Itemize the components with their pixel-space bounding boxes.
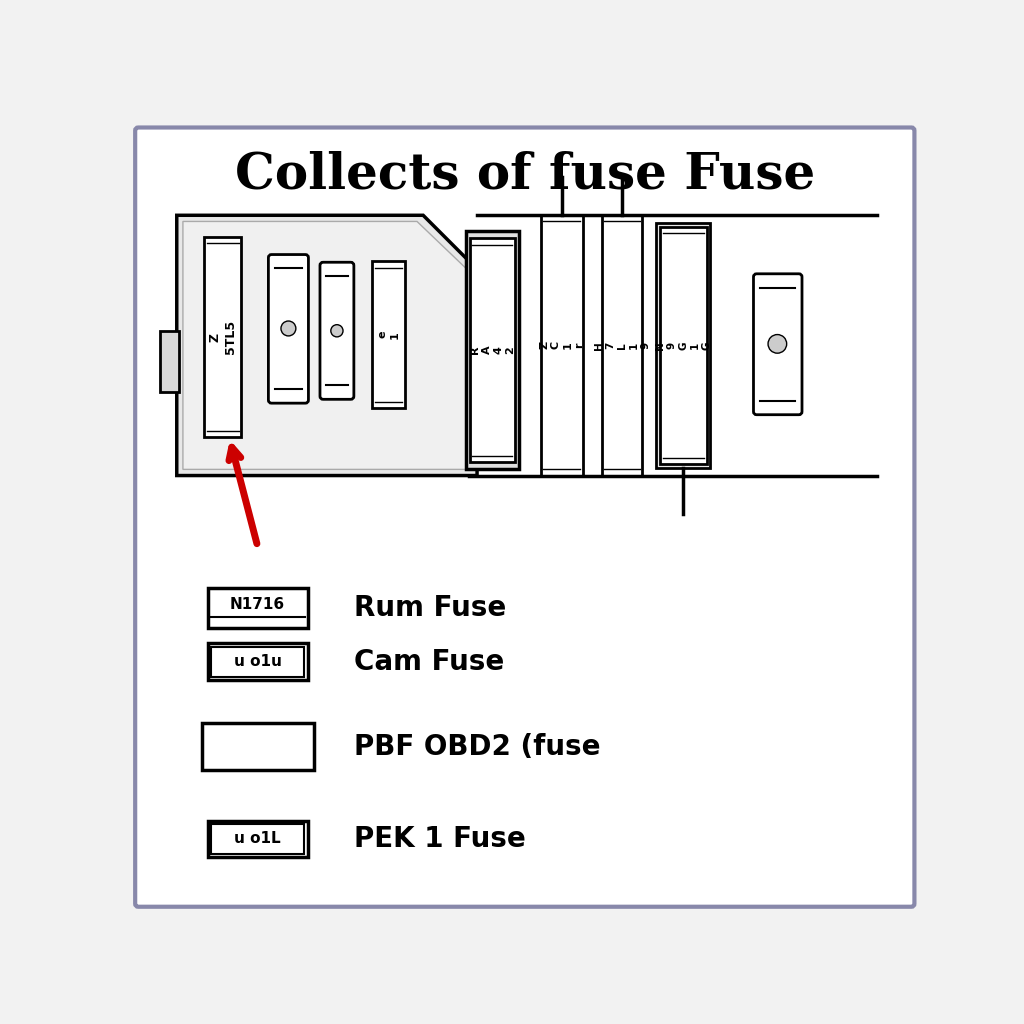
FancyBboxPatch shape xyxy=(754,273,802,415)
Text: Collects of fuse Fuse: Collects of fuse Fuse xyxy=(234,151,815,200)
Bar xyxy=(660,227,707,464)
FancyBboxPatch shape xyxy=(319,262,354,399)
Bar xyxy=(466,230,519,469)
Bar xyxy=(656,223,711,468)
Text: Cam Fuse: Cam Fuse xyxy=(354,648,504,676)
Bar xyxy=(602,215,642,475)
Text: e
1: e 1 xyxy=(378,331,399,339)
Polygon shape xyxy=(183,221,471,469)
FancyBboxPatch shape xyxy=(135,128,914,906)
Bar xyxy=(202,723,313,770)
Text: PBF OBD2 (fuse: PBF OBD2 (fuse xyxy=(354,732,600,761)
Text: R
A
4
2: R A 4 2 xyxy=(470,346,515,354)
Text: u o1L: u o1L xyxy=(234,831,281,847)
Bar xyxy=(160,331,179,392)
Bar xyxy=(211,824,304,854)
Text: Rum Fuse: Rum Fuse xyxy=(354,594,506,622)
Bar xyxy=(205,237,242,437)
Text: Z
5TL5: Z 5TL5 xyxy=(209,319,237,354)
Text: N
9
G
1
G: N 9 G 1 G xyxy=(655,341,712,350)
Polygon shape xyxy=(177,215,477,475)
Bar xyxy=(470,239,515,462)
FancyBboxPatch shape xyxy=(268,255,308,403)
Bar xyxy=(208,588,307,628)
Bar xyxy=(541,215,584,475)
Bar xyxy=(208,820,307,857)
Bar xyxy=(373,261,404,408)
Text: Z
C
1
r: Z C 1 r xyxy=(540,341,584,349)
Text: N1716: N1716 xyxy=(230,597,285,611)
Text: u o1u: u o1u xyxy=(233,654,282,670)
Circle shape xyxy=(331,325,343,337)
Circle shape xyxy=(281,321,296,336)
Bar xyxy=(208,643,307,680)
Text: PEK 1 Fuse: PEK 1 Fuse xyxy=(354,825,525,853)
Circle shape xyxy=(768,335,786,353)
Bar xyxy=(211,647,304,677)
Text: H
7
L
1
9: H 7 L 1 9 xyxy=(594,341,650,350)
